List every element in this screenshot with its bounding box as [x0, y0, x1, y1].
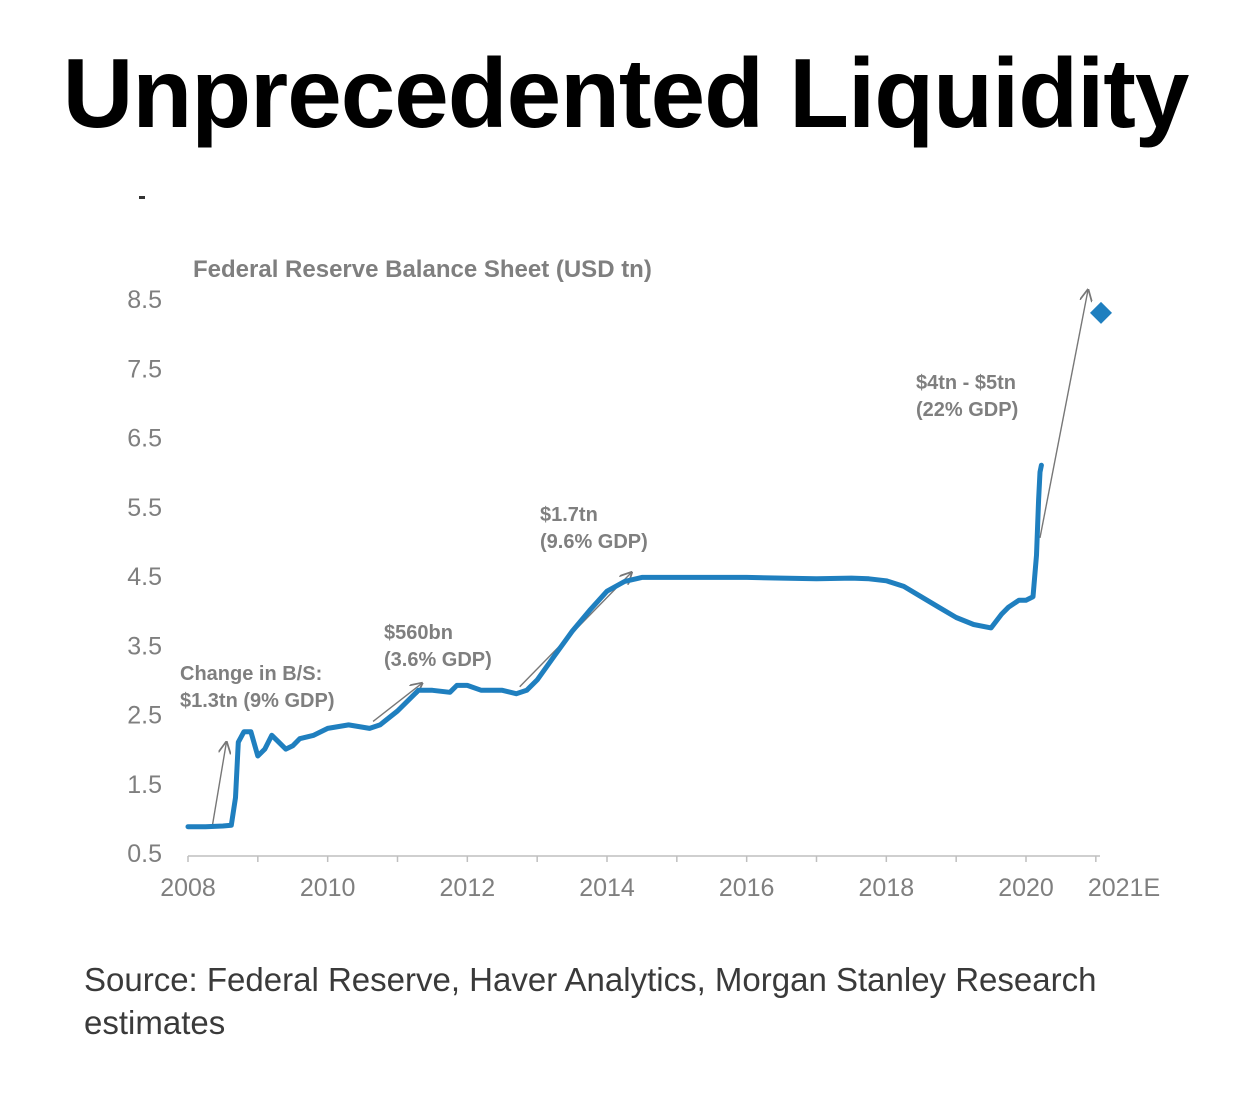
x-tick-label: 2008 [160, 874, 216, 902]
annotation-label: Change in B/S: [180, 663, 322, 685]
y-tick-label: 7.5 [127, 355, 162, 383]
annotation-arrow [1039, 290, 1088, 539]
y-tick-label: 5.5 [127, 494, 162, 522]
annotation-label: $560bn [384, 622, 453, 644]
x-tick-label: 2014 [579, 874, 635, 902]
y-axis: 0.5 1.5 2.5 3.5 4.5 5.5 6.5 7.5 8.5 [127, 286, 162, 868]
y-tick-label: 0.5 [127, 840, 162, 868]
x-tick-label: 2010 [300, 874, 356, 902]
annotation-arrow [372, 683, 422, 722]
y-tick-label: 1.5 [127, 771, 162, 799]
x-tick-label: 2016 [719, 874, 775, 902]
y-tick-label: 8.5 [127, 286, 162, 314]
annotation-label: (22% GDP) [916, 399, 1018, 421]
chart-title: Federal Reserve Balance Sheet (USD tn) [193, 256, 652, 283]
x-tick-label: 2021E [1088, 874, 1160, 902]
x-axis: 2008 2010 2012 2014 2016 2018 2020 2021E [160, 855, 1160, 902]
y-tick-label: 4.5 [127, 563, 162, 591]
annotation-label: (3.6% GDP) [384, 649, 492, 671]
x-tick-label: 2018 [859, 874, 915, 902]
x-tick-label: 2020 [998, 874, 1054, 902]
y-tick-label: 3.5 [127, 632, 162, 660]
annotation-label: $4tn - $5tn [916, 372, 1016, 394]
x-tick-label: 2012 [440, 874, 496, 902]
annotation-label: (9.6% GDP) [540, 531, 648, 553]
headline: Unprecedented Liquidity [62, 38, 1190, 148]
annotations: Change in B/S: $1.3tn (9% GDP) $560bn (3.6%… [180, 290, 1088, 826]
annotation-label: $1.7tn [540, 504, 598, 526]
projection-marker [1090, 301, 1112, 324]
plot-area [185, 301, 1112, 830]
source-note: Source: Federal Reserve, Haver Analytics… [84, 961, 1097, 1041]
annotation-arrow [211, 742, 226, 826]
stray-mark [139, 196, 145, 199]
y-tick-label: 2.5 [127, 702, 162, 730]
annotation-label: $1.3tn (9% GDP) [180, 690, 334, 712]
series-line [185, 462, 1044, 830]
y-tick-label: 6.5 [127, 425, 162, 453]
